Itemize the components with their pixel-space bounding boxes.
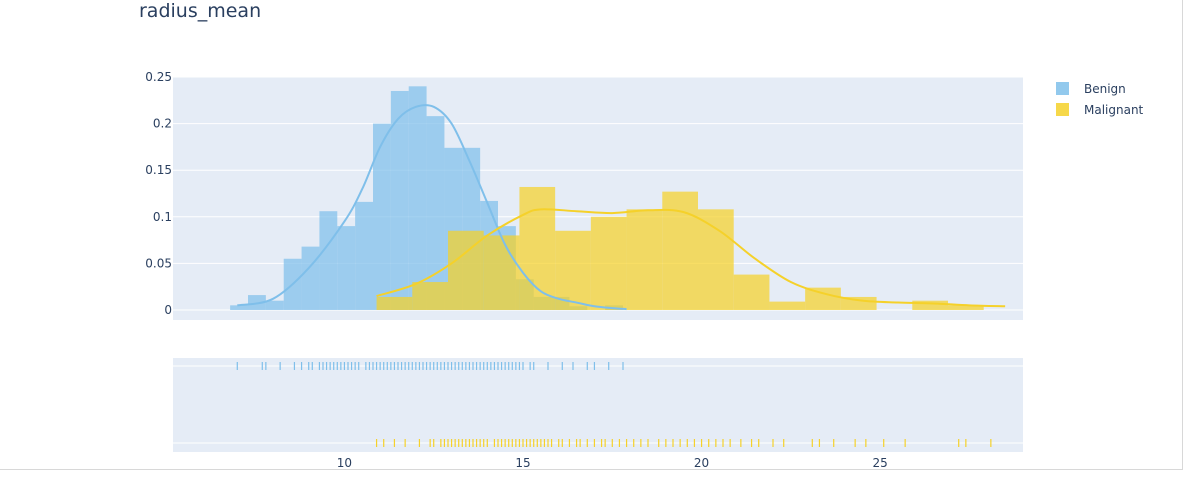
histogram-bar-benign (301, 246, 320, 310)
y-tick-label: 0.2 (153, 117, 172, 131)
histogram-bar-malignant (376, 296, 413, 310)
legend-label-benign[interactable]: Benign (1084, 82, 1126, 96)
legend-swatch-benign[interactable] (1056, 82, 1069, 95)
histogram-bar-benign (319, 211, 338, 310)
histogram-bar-benign (373, 123, 391, 310)
histogram-bar-benign (408, 86, 427, 310)
x-tick-label: 15 (515, 456, 530, 470)
histogram-bar-malignant (448, 230, 484, 310)
legend-swatch-malignant[interactable] (1056, 103, 1069, 116)
histogram-bar-malignant (769, 301, 806, 310)
histogram-bar-benign (426, 116, 445, 310)
histogram-bar-malignant (805, 287, 841, 310)
histogram-bar-benign (337, 226, 356, 310)
y-tick-label: 0.25 (145, 70, 172, 84)
x-tick-label: 20 (694, 456, 709, 470)
page-divider-right (1182, 0, 1183, 470)
legend-label-malignant[interactable]: Malignant (1084, 103, 1144, 117)
histogram-bar-malignant (626, 209, 663, 310)
y-tick-label: 0.05 (145, 256, 172, 270)
histogram-bar-malignant (698, 209, 734, 310)
histogram-bar-malignant (733, 274, 770, 310)
kde-curve-benign (237, 104, 627, 311)
chart-title: radius_mean (139, 0, 262, 22)
histogram-bar-malignant (590, 216, 627, 310)
y-tick-label: 0.1 (153, 210, 172, 224)
histogram-bar-malignant (519, 186, 556, 310)
histogram-bar-malignant (555, 230, 591, 310)
histogram-bar-benign (390, 90, 409, 310)
y-tick-label: 0.15 (145, 163, 172, 177)
x-tick-label: 25 (873, 456, 888, 470)
x-tick-label: 10 (337, 456, 352, 470)
histogram-bar-malignant (412, 282, 448, 310)
y-tick-label: 0 (164, 303, 172, 317)
page-divider-bottom (0, 469, 1183, 470)
histogram-bar-benign (355, 201, 373, 310)
histogram-bar-malignant (948, 305, 984, 310)
kde-curve-malignant (376, 208, 1006, 308)
histogram-bar-malignant (912, 300, 948, 310)
histogram-bar-malignant (483, 235, 520, 310)
rug-plot-area (173, 358, 1023, 452)
legend: Benign Malignant (1056, 82, 1144, 117)
histogram-bar-benign (230, 305, 248, 310)
histogram-bar-benign (265, 300, 284, 310)
